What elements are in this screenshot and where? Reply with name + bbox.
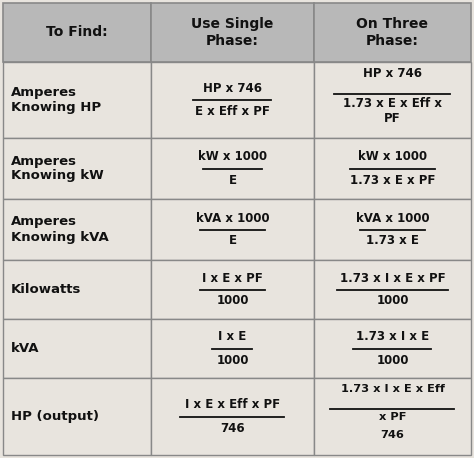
Bar xyxy=(151,378,314,455)
Bar xyxy=(3,378,151,455)
Text: Amperes
Knowing kVA: Amperes Knowing kVA xyxy=(11,216,109,244)
Bar xyxy=(3,3,151,62)
Text: Kilowatts: Kilowatts xyxy=(11,283,82,296)
Text: kVA x 1000: kVA x 1000 xyxy=(356,212,429,224)
Text: 1.73 x E x Eff x: 1.73 x E x Eff x xyxy=(343,97,442,110)
Text: 1.73 x I x E x PF: 1.73 x I x E x PF xyxy=(340,272,445,284)
Text: kVA x 1000: kVA x 1000 xyxy=(196,212,269,224)
Text: 1000: 1000 xyxy=(216,294,249,307)
Bar xyxy=(3,199,151,260)
Text: 746: 746 xyxy=(381,431,404,441)
Bar xyxy=(151,62,314,138)
Bar xyxy=(3,62,151,138)
Text: kVA: kVA xyxy=(11,342,39,355)
Bar xyxy=(314,319,471,378)
Bar xyxy=(151,199,314,260)
Bar xyxy=(151,138,314,199)
Bar xyxy=(314,62,471,138)
Bar xyxy=(3,138,151,199)
Bar xyxy=(314,3,471,62)
Text: kW x 1000: kW x 1000 xyxy=(358,151,427,164)
Text: E: E xyxy=(228,234,237,247)
Text: 1000: 1000 xyxy=(376,294,409,307)
Bar xyxy=(151,260,314,319)
Text: x PF: x PF xyxy=(379,411,406,421)
Text: Use Single
Phase:: Use Single Phase: xyxy=(191,17,273,48)
Bar xyxy=(314,138,471,199)
Text: I x E: I x E xyxy=(219,331,246,344)
Bar xyxy=(3,260,151,319)
Text: HP x 746: HP x 746 xyxy=(363,67,422,80)
Text: Amperes
Knowing HP: Amperes Knowing HP xyxy=(11,86,101,114)
Bar xyxy=(3,319,151,378)
Bar xyxy=(151,319,314,378)
Text: 1.73 x I x E: 1.73 x I x E xyxy=(356,331,429,344)
Text: PF: PF xyxy=(384,112,401,125)
Bar xyxy=(314,378,471,455)
Text: I x E x Eff x PF: I x E x Eff x PF xyxy=(185,398,280,411)
Text: E: E xyxy=(228,174,237,186)
Text: HP x 746: HP x 746 xyxy=(203,82,262,95)
Text: E x Eff x PF: E x Eff x PF xyxy=(195,105,270,118)
Text: 746: 746 xyxy=(220,421,245,435)
Text: HP (output): HP (output) xyxy=(11,410,99,423)
Text: kW x 1000: kW x 1000 xyxy=(198,151,267,164)
Bar xyxy=(314,199,471,260)
Bar xyxy=(151,3,314,62)
Text: To Find:: To Find: xyxy=(46,26,108,39)
Text: 1.73 x E x PF: 1.73 x E x PF xyxy=(350,174,435,186)
Text: 1000: 1000 xyxy=(376,354,409,366)
Text: 1.73 x E: 1.73 x E xyxy=(366,234,419,247)
Text: On Three
Phase:: On Three Phase: xyxy=(356,17,428,48)
Text: Amperes
Knowing kW: Amperes Knowing kW xyxy=(11,154,104,182)
Text: I x E x PF: I x E x PF xyxy=(202,272,263,284)
Text: 1.73 x I x E x Eff: 1.73 x I x E x Eff xyxy=(340,385,445,394)
Bar xyxy=(314,260,471,319)
Text: 1000: 1000 xyxy=(216,354,249,366)
